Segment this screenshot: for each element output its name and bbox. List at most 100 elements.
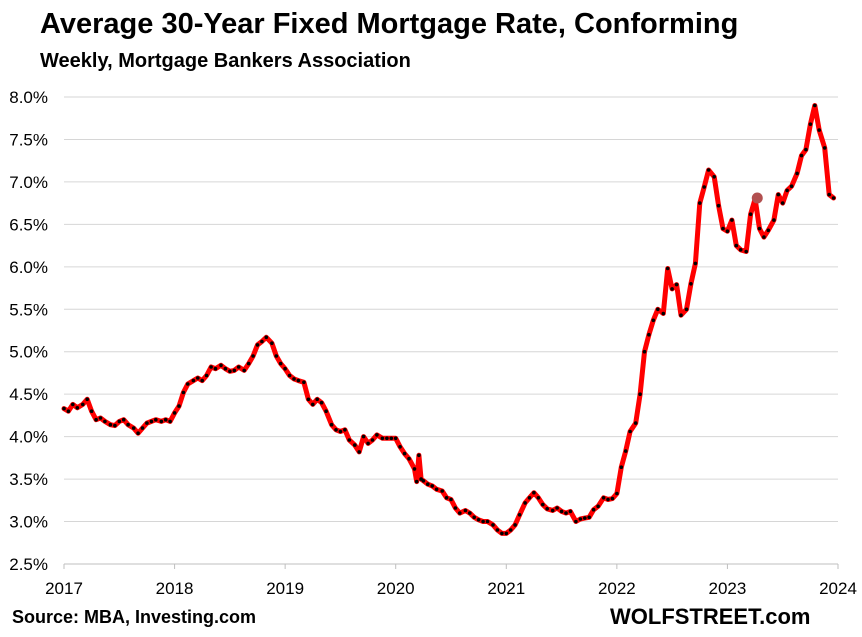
data-point [523, 501, 527, 505]
data-point [136, 431, 140, 436]
data-point [209, 365, 213, 369]
data-point [366, 441, 370, 446]
data-point [236, 365, 241, 369]
data-point [716, 203, 721, 208]
data-point [684, 307, 689, 312]
data-point [491, 523, 495, 527]
data-point [347, 438, 352, 442]
data-point [550, 508, 555, 513]
data-point [311, 402, 315, 407]
data-point [426, 482, 430, 487]
data-point [670, 287, 674, 291]
data-point [228, 369, 232, 374]
y-tick-label: 3.0% [9, 513, 48, 532]
x-tick-label: 2020 [377, 579, 415, 598]
data-point [804, 147, 808, 152]
data-point [389, 436, 394, 441]
data-point [738, 248, 743, 252]
data-point [744, 249, 748, 254]
data-point [145, 421, 149, 425]
data-point [89, 409, 94, 414]
data-point [665, 266, 670, 271]
data-point [601, 496, 606, 500]
data-point [463, 508, 468, 513]
data-point [343, 428, 347, 432]
data-point [647, 332, 651, 337]
data-point [246, 361, 251, 366]
data-point [485, 519, 490, 524]
data-point [412, 467, 417, 471]
y-tick-label: 3.5% [9, 470, 48, 489]
data-point [121, 417, 126, 422]
data-point [113, 423, 117, 428]
data-point [808, 122, 813, 126]
data-point [795, 171, 799, 176]
data-point [813, 103, 817, 108]
data-point [606, 497, 610, 502]
data-point [799, 153, 804, 158]
data-point [559, 509, 564, 514]
data-point [270, 341, 274, 346]
data-point [421, 479, 426, 483]
data-point [177, 404, 181, 408]
data-point [126, 422, 130, 427]
data-point [583, 516, 587, 520]
axes: 2.5% 3.0% 3.5% 4.0% 4.5% 5.0% 5.5% 6.0% 6.5% 7.0%… [9, 88, 857, 598]
data-point [85, 397, 89, 402]
data-point [449, 497, 453, 502]
data-point [315, 397, 320, 402]
chart-subtitle: Weekly, Mortgage Bankers Association [40, 50, 411, 72]
data-point [131, 426, 136, 430]
data-point [757, 226, 762, 231]
data-point [117, 419, 122, 424]
data-point [453, 506, 458, 510]
data-point [564, 511, 568, 515]
y-tick-label: 4.0% [9, 428, 48, 447]
data-point [375, 433, 379, 437]
data-point [393, 436, 398, 441]
data-point [674, 282, 679, 287]
data-point [292, 377, 296, 381]
data-point [278, 361, 283, 366]
data-point [274, 354, 279, 358]
data-point [219, 363, 223, 368]
data-point [458, 511, 462, 515]
data-point [264, 335, 269, 340]
x-tick-label: 2021 [487, 579, 525, 598]
chart-title: Average 30-Year Fixed Mortgage Rate, Con… [40, 8, 739, 40]
data-point [578, 517, 583, 521]
data-point [706, 168, 711, 172]
data-point [541, 502, 545, 507]
data-point [204, 373, 209, 378]
data-point [434, 487, 439, 492]
gridlines [64, 96, 838, 565]
y-tick-label: 8.0% [9, 88, 48, 107]
data-point [283, 366, 287, 371]
x-tick-label: 2022 [598, 579, 636, 598]
data-point [610, 496, 615, 501]
data-point [780, 201, 785, 205]
data-point [504, 531, 509, 536]
data-point [725, 229, 730, 233]
data-point [168, 419, 172, 424]
data-point [638, 392, 642, 397]
data-point [200, 378, 204, 383]
data-point [619, 465, 624, 470]
data-point [591, 507, 596, 512]
data-point [103, 419, 107, 424]
data-point [186, 382, 190, 386]
data-point [642, 349, 647, 354]
data-point [468, 511, 472, 515]
data-point [679, 313, 683, 318]
data-point [698, 201, 702, 205]
data-point [495, 528, 500, 532]
data-point [766, 228, 771, 233]
source-note: Source: MBA, Investing.com [12, 607, 257, 627]
data-point [772, 218, 776, 222]
x-tick-label: 2018 [156, 579, 194, 598]
brand-watermark: WOLFSTREET.com [610, 604, 811, 629]
data-point [338, 429, 343, 434]
data-point [651, 318, 656, 323]
data-point [223, 366, 228, 371]
